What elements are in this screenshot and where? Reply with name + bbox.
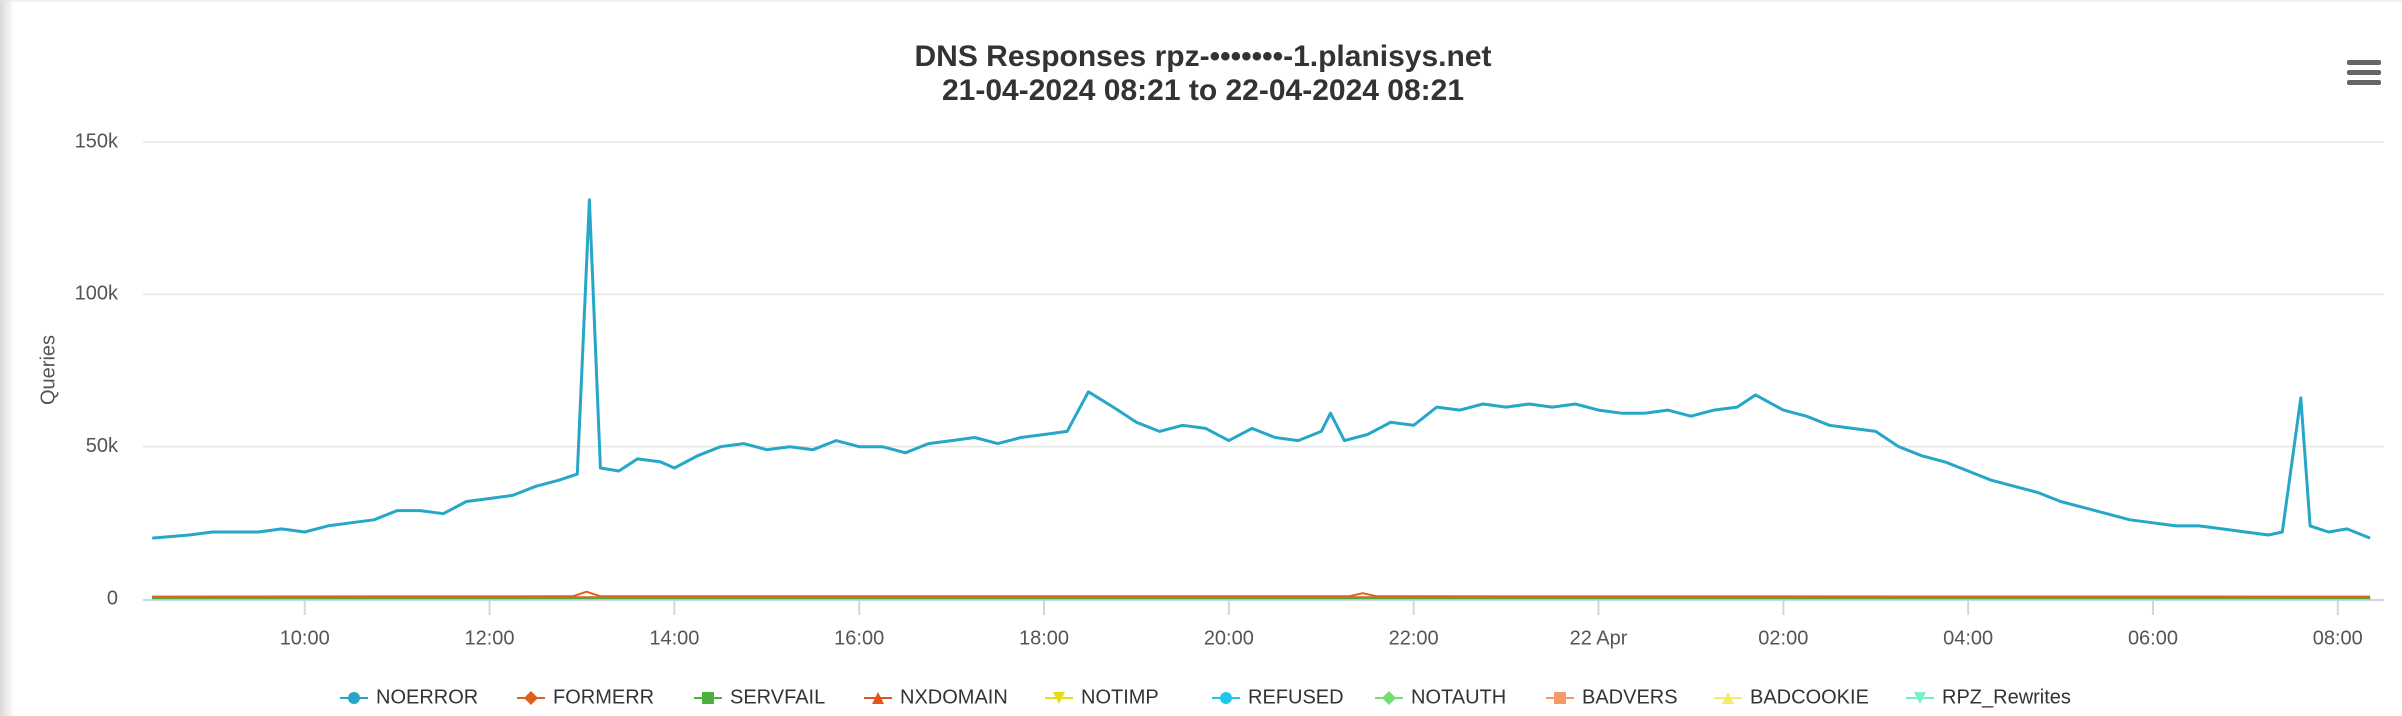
- chart-title: DNS Responses rpz-•••••••-1.planisys.net: [915, 40, 1492, 73]
- legend-label: BADCOOKIE: [1750, 686, 1869, 708]
- legend-symbol: [1914, 692, 1926, 704]
- x-tick-label: 22 Apr: [1570, 627, 1628, 649]
- legend-symbol: [702, 692, 714, 704]
- legend-symbol: [1382, 691, 1396, 705]
- frame-shadow: [0, 0, 14, 716]
- legend-item[interactable]: SERVFAIL: [694, 686, 825, 708]
- x-tick-label: 12:00: [465, 627, 515, 649]
- legend-item[interactable]: NOTIMP: [1045, 686, 1159, 708]
- legend-label: RPZ_Rewrites: [1942, 686, 2071, 708]
- legend-label: NOTAUTH: [1411, 686, 1506, 708]
- legend-item[interactable]: REFUSED: [1212, 686, 1344, 708]
- x-tick-label: 14:00: [649, 627, 699, 649]
- y-tick-label: 150k: [75, 130, 119, 152]
- chart-subtitle: 21-04-2024 08:21 to 22-04-2024 08:21: [942, 74, 1464, 107]
- legend-item[interactable]: FORMERR: [517, 686, 654, 708]
- legend-label: NOERROR: [376, 686, 478, 708]
- y-tick-label: 0: [107, 587, 118, 609]
- x-tick-label: 04:00: [1943, 627, 1993, 649]
- legend-item[interactable]: RPZ_Rewrites: [1906, 686, 2071, 708]
- legend-symbol: [872, 692, 884, 704]
- x-tick-label: 06:00: [2128, 627, 2178, 649]
- legend-label: REFUSED: [1248, 686, 1344, 708]
- x-tick-label: 16:00: [834, 627, 884, 649]
- x-tick-label: 02:00: [1758, 627, 1808, 649]
- series-line: [152, 198, 2371, 540]
- legend-symbol: [1722, 692, 1734, 704]
- legend-symbol: [1220, 692, 1232, 704]
- legend-symbol: [1554, 692, 1566, 704]
- x-tick-label: 22:00: [1389, 627, 1439, 649]
- x-tick-label: 08:00: [2313, 627, 2363, 649]
- legend-symbol: [1053, 692, 1065, 704]
- y-axis-title: Queries: [37, 335, 59, 405]
- menu-button[interactable]: [2347, 60, 2381, 85]
- legend-item[interactable]: BADVERS: [1546, 686, 1678, 708]
- legend-label: NOTIMP: [1081, 686, 1159, 708]
- legend-label: BADVERS: [1582, 686, 1678, 708]
- menu-bar[interactable]: [2347, 80, 2381, 85]
- x-tick-label: 18:00: [1019, 627, 1069, 649]
- legend-label: FORMERR: [553, 686, 654, 708]
- legend-item[interactable]: BADCOOKIE: [1714, 686, 1869, 708]
- legend-item[interactable]: NOERROR: [340, 686, 478, 708]
- series-line: [152, 590, 2371, 598]
- legend-symbol: [524, 691, 538, 705]
- menu-bar[interactable]: [2347, 70, 2381, 75]
- y-tick-label: 50k: [86, 435, 119, 457]
- legend-item[interactable]: NXDOMAIN: [864, 686, 1008, 708]
- legend-item[interactable]: NOTAUTH: [1375, 686, 1506, 708]
- legend-label: NXDOMAIN: [900, 686, 1008, 708]
- menu-bar[interactable]: [2347, 60, 2381, 65]
- y-tick-label: 100k: [75, 283, 119, 305]
- x-tick-label: 10:00: [280, 627, 330, 649]
- legend-symbol: [348, 692, 360, 704]
- x-tick-label: 20:00: [1204, 627, 1254, 649]
- legend-label: SERVFAIL: [730, 686, 825, 708]
